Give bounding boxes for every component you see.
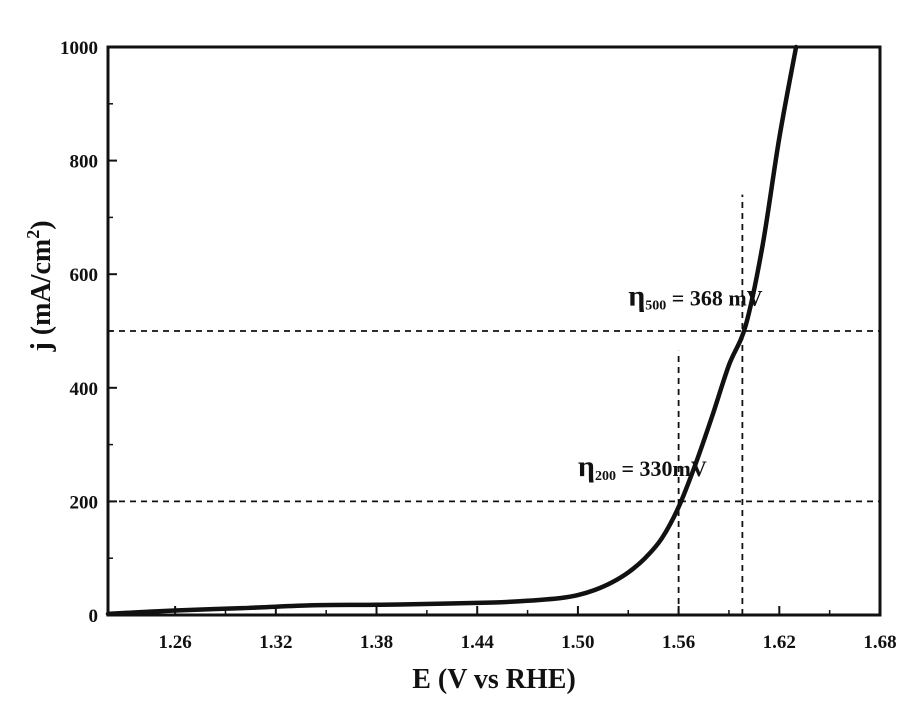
eta-symbol: η	[578, 450, 595, 483]
y-tick-label: 0	[89, 606, 99, 627]
y-tick-label: 400	[70, 379, 99, 400]
x-tick-label: 1.50	[561, 632, 594, 653]
eta-symbol: η	[628, 279, 645, 312]
x-tick-labels: 1.26 1.32 1.38 1.44 1.50 1.56 1.62 1.68	[159, 632, 897, 653]
reference-lines	[108, 195, 880, 615]
polarization-chart: 1.26 1.32 1.38 1.44 1.50 1.56 1.62 1.68 0 200 400…	[0, 0, 918, 707]
y-tick-label: 200	[70, 492, 99, 513]
minor-ticks	[108, 104, 830, 615]
y-axis-title-superscript: 2	[23, 230, 43, 239]
y-axis-title-close: )	[26, 220, 57, 229]
y-tick-label: 600	[70, 265, 99, 286]
x-tick-label: 1.62	[763, 632, 796, 653]
y-axis-title-main: j (mA/cm	[26, 239, 57, 353]
annotations: η500 = 368 mVη200 = 330mV	[578, 279, 763, 483]
y-tick-label: 800	[70, 152, 99, 173]
x-tick-label: 1.38	[360, 632, 393, 653]
y-axis-title: j (mA/cm2)	[23, 220, 57, 352]
eta-subscript: 500	[645, 298, 666, 313]
x-tick-label: 1.56	[662, 632, 695, 653]
x-tick-label: 1.68	[863, 632, 896, 653]
eta-subscript: 200	[595, 469, 616, 484]
x-axis-title: E (V vs RHE)	[412, 664, 576, 695]
y-tick-label: 1000	[60, 38, 98, 59]
x-tick-label: 1.32	[259, 632, 292, 653]
eta-annotation: η200 = 330mV	[578, 450, 707, 484]
x-tick-label: 1.44	[461, 632, 495, 653]
x-tick-label: 1.26	[159, 632, 192, 653]
eta-value-text: = 330mV	[616, 456, 707, 481]
y-tick-labels: 0 200 400 600 800 1000	[60, 38, 98, 627]
eta-annotation: η500 = 368 mV	[628, 279, 762, 313]
eta-value-text: = 368 mV	[666, 285, 762, 310]
